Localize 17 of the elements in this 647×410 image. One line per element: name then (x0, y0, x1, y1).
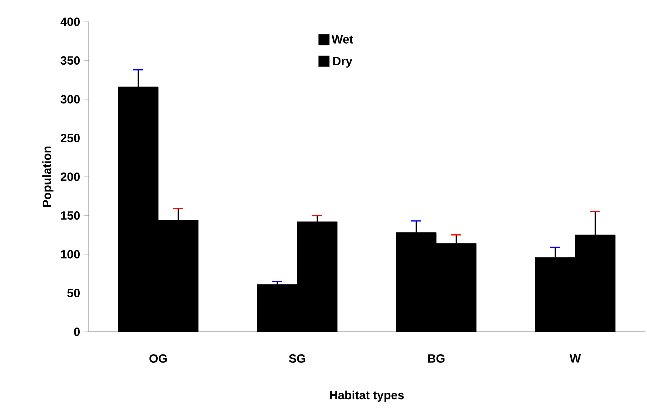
x-tick-label: OG (150, 354, 168, 363)
y-tick-label: 200 (60, 172, 80, 182)
y-tick-label: 0 (74, 328, 80, 336)
legend-label: Wet (332, 35, 354, 44)
y-tick-label: 100 (61, 250, 80, 259)
y-tick-label: 350 (60, 56, 80, 65)
y-tick-label: 300 (60, 95, 80, 104)
y-tick-label: 50 (68, 289, 80, 298)
y-tick-label: 400 (60, 18, 80, 26)
x-tick-label: SG (289, 354, 306, 363)
y-tick-label: 150 (61, 212, 80, 220)
x-tick-label: W (570, 354, 582, 363)
x-axis-title: Habitat types (330, 390, 404, 402)
legend-label: Dry (334, 57, 353, 68)
y-axis-title: Population (42, 146, 54, 208)
x-tick-label: BG (428, 354, 445, 363)
y-tick-label: 250 (60, 134, 80, 142)
